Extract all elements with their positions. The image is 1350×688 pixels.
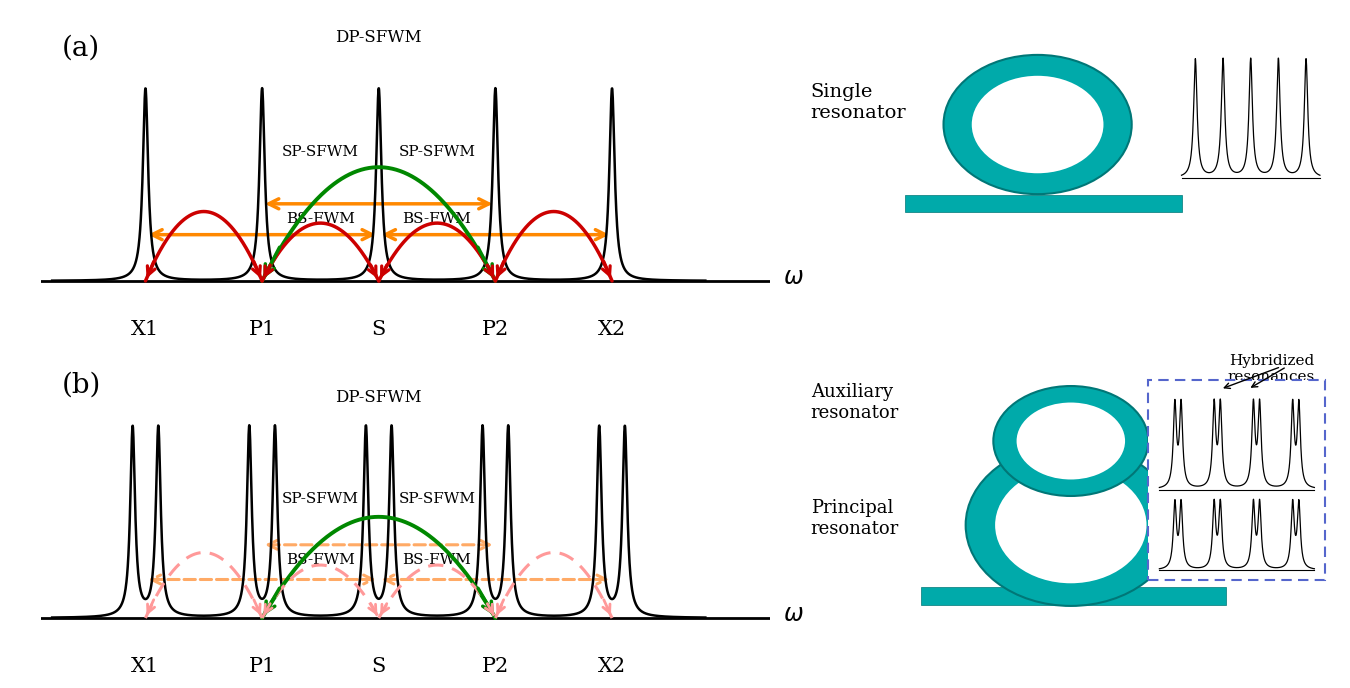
Ellipse shape [944, 55, 1131, 194]
Text: P2: P2 [482, 319, 509, 338]
Text: BS-FWM: BS-FWM [402, 211, 471, 226]
Text: BS-FWM: BS-FWM [286, 211, 355, 226]
Text: X1: X1 [131, 656, 159, 676]
Text: DP-SFWM: DP-SFWM [335, 29, 423, 45]
Text: $\omega$: $\omega$ [783, 266, 805, 288]
Ellipse shape [995, 467, 1146, 583]
Text: Principal
resonator: Principal resonator [810, 499, 899, 538]
Text: (a): (a) [62, 34, 100, 61]
Text: BS-FWM: BS-FWM [402, 552, 471, 566]
Text: P1: P1 [248, 656, 275, 676]
Bar [921, 588, 1226, 605]
FancyBboxPatch shape [1149, 380, 1326, 580]
Text: SP-SFWM: SP-SFWM [282, 145, 359, 160]
Ellipse shape [994, 386, 1149, 496]
Text: DP-SFWM: DP-SFWM [335, 389, 423, 406]
Text: Hybridized
resonances: Hybridized resonances [1227, 354, 1315, 384]
Text: SP-SFWM: SP-SFWM [398, 492, 475, 506]
Text: X2: X2 [598, 319, 626, 338]
Text: X2: X2 [598, 656, 626, 676]
Text: $\omega$: $\omega$ [783, 603, 805, 625]
Ellipse shape [1017, 402, 1125, 480]
Text: Auxiliary
resonator: Auxiliary resonator [810, 383, 899, 422]
Text: P1: P1 [248, 319, 275, 338]
Ellipse shape [965, 444, 1176, 606]
Text: P2: P2 [482, 656, 509, 676]
Text: S: S [371, 656, 386, 676]
Text: X1: X1 [131, 319, 159, 338]
Text: (b): (b) [62, 372, 101, 398]
Text: Single
resonator: Single resonator [810, 83, 906, 122]
Text: SP-SFWM: SP-SFWM [398, 145, 475, 160]
Bar [904, 195, 1181, 213]
Text: BS-FWM: BS-FWM [286, 552, 355, 566]
Ellipse shape [972, 76, 1103, 173]
Text: SP-SFWM: SP-SFWM [282, 492, 359, 506]
Text: S: S [371, 319, 386, 338]
